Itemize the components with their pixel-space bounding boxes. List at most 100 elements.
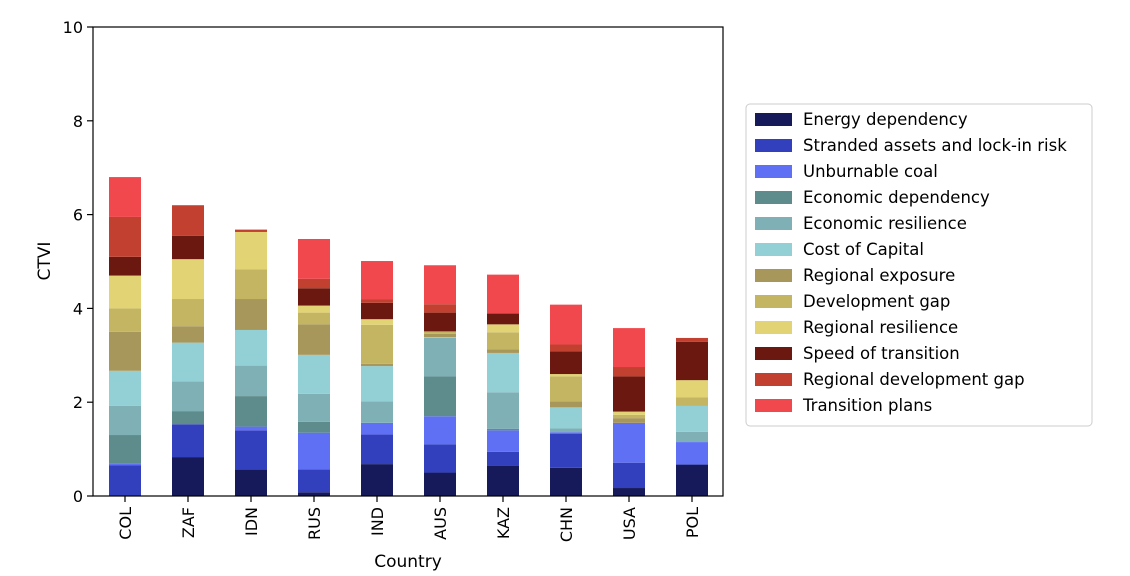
legend-entry-label: Stranded assets and lock-in risk <box>803 136 1067 155</box>
bar-segment-rus-10 <box>298 278 330 289</box>
legend-swatch <box>755 373 792 386</box>
bar-segment-zaf-1 <box>172 424 204 458</box>
bar-segment-idn-4 <box>235 365 267 397</box>
bar-segment-aus-3 <box>424 376 456 417</box>
bar-segment-chn-2 <box>550 432 582 434</box>
bar-segment-usa-6 <box>613 418 645 423</box>
bar-segment-rus-4 <box>298 393 330 422</box>
legend-entry-label: Transition plans <box>802 396 932 415</box>
x-tick-label-pol: POL <box>683 507 702 538</box>
bar-segment-aus-6 <box>424 333 456 338</box>
legend-swatch <box>755 139 792 152</box>
bar-segment-aus-2 <box>424 416 456 445</box>
bar-segment-chn-8 <box>550 374 582 377</box>
bar-segment-rus-6 <box>298 324 330 355</box>
bar-segment-ind-4 <box>361 401 393 423</box>
bar-segment-rus-1 <box>298 469 330 493</box>
bar-segment-usa-10 <box>613 367 645 377</box>
bar-segment-ind-8 <box>361 319 393 325</box>
bar-segment-zaf-10 <box>172 205 204 236</box>
bar-segment-idn-7 <box>235 269 267 300</box>
bar-segment-ind-1 <box>361 434 393 465</box>
x-tick-label-aus: AUS <box>431 507 450 540</box>
bar-segment-aus-7 <box>424 331 456 334</box>
bar-segment-usa-1 <box>613 462 645 489</box>
bar-segment-usa-0 <box>613 488 645 496</box>
legend-entry-label: Development gap <box>803 292 950 311</box>
bar-segment-idn-10 <box>235 229 267 232</box>
y-axis-ticks: 0 2 4 6 8 10 <box>63 18 93 506</box>
bar-segment-idn-2 <box>235 426 267 431</box>
bar-segment-col-7 <box>109 308 141 332</box>
bar-segment-zaf-9 <box>172 235 204 260</box>
legend-swatch <box>755 217 792 230</box>
bar-segment-ind-10 <box>361 299 393 303</box>
bar-segment-usa-8 <box>613 411 645 415</box>
x-axis-label: Country <box>374 552 442 572</box>
bar-segment-rus-8 <box>298 305 330 313</box>
bar-segment-zaf-3 <box>172 411 204 425</box>
bar-segment-col-3 <box>109 435 141 464</box>
bar-segment-kaz-4 <box>487 392 519 429</box>
y-tick-label: 8 <box>73 112 83 131</box>
bar-segment-kaz-9 <box>487 313 519 325</box>
legend-swatch <box>755 165 792 178</box>
bar-segment-aus-1 <box>424 444 456 473</box>
bar-segment-ind-11 <box>361 261 393 300</box>
legend-swatch <box>755 113 792 126</box>
y-tick-label: 4 <box>73 299 83 318</box>
bar-segment-col-2 <box>109 463 141 466</box>
bar-segment-ind-0 <box>361 464 393 496</box>
legend-entry-label: Economic resilience <box>803 214 967 233</box>
plot-frame <box>92 26 724 497</box>
bar-segment-ind-9 <box>361 302 393 320</box>
bar-segment-kaz-3 <box>487 428 519 431</box>
bar-segment-zaf-5 <box>172 342 204 382</box>
bar-segment-chn-10 <box>550 344 582 352</box>
bar-segment-rus-5 <box>298 354 330 394</box>
bar-segment-chn-6 <box>550 401 582 408</box>
bar-segment-usa-2 <box>613 422 645 463</box>
bar-segment-col-9 <box>109 256 141 276</box>
bar-segment-ind-5 <box>361 366 393 402</box>
y-tick-label: 2 <box>73 393 83 412</box>
bar-segment-zaf-0 <box>172 457 204 496</box>
bar-segment-rus-3 <box>298 421 330 433</box>
bar-segment-rus-11 <box>298 238 330 279</box>
legend-entry-label: Economic dependency <box>803 188 990 207</box>
bar-segment-kaz-2 <box>487 430 519 452</box>
bar-segment-pol-0 <box>676 464 708 496</box>
legend-entry-label: Speed of transition <box>803 344 960 363</box>
bar-segment-aus-10 <box>424 304 456 313</box>
bar-segment-kaz-6 <box>487 349 519 353</box>
bar-segment-pol-9 <box>676 341 708 381</box>
bar-segment-idn-1 <box>235 430 267 470</box>
x-tick-label-ind: IND <box>368 507 387 536</box>
y-tick-label: 10 <box>63 18 83 37</box>
bar-segment-pol-7 <box>676 397 708 406</box>
bar-segment-idn-5 <box>235 329 267 366</box>
legend-entry-label: Unburnable coal <box>803 162 938 181</box>
legend-entry-label: Regional exposure <box>803 266 955 285</box>
y-tick-label: 6 <box>73 206 83 225</box>
bar-segment-aus-9 <box>424 312 456 332</box>
x-tick-label-zaf: ZAF <box>179 507 198 538</box>
bar-segment-chn-7 <box>550 376 582 402</box>
legend-entry-label: Regional development gap <box>803 370 1025 389</box>
bar-segment-chn-0 <box>550 467 582 496</box>
bar-segment-idn-8 <box>235 231 267 270</box>
legend-swatch <box>755 191 792 204</box>
bar-segment-zaf-7 <box>172 299 204 327</box>
legend-entry-label: Regional resilience <box>803 318 958 337</box>
bar-segment-kaz-0 <box>487 465 519 496</box>
legend-swatch <box>755 321 792 334</box>
y-tick-label: 0 <box>73 487 83 506</box>
bar-segment-kaz-8 <box>487 324 519 333</box>
bar-segment-aus-4 <box>424 337 456 377</box>
bar-segment-pol-4 <box>676 431 708 443</box>
bar-segment-pol-10 <box>676 337 708 342</box>
bar-segment-rus-9 <box>298 288 330 306</box>
bar-segment-col-8 <box>109 275 141 309</box>
x-tick-label-chn: CHN <box>557 507 576 542</box>
